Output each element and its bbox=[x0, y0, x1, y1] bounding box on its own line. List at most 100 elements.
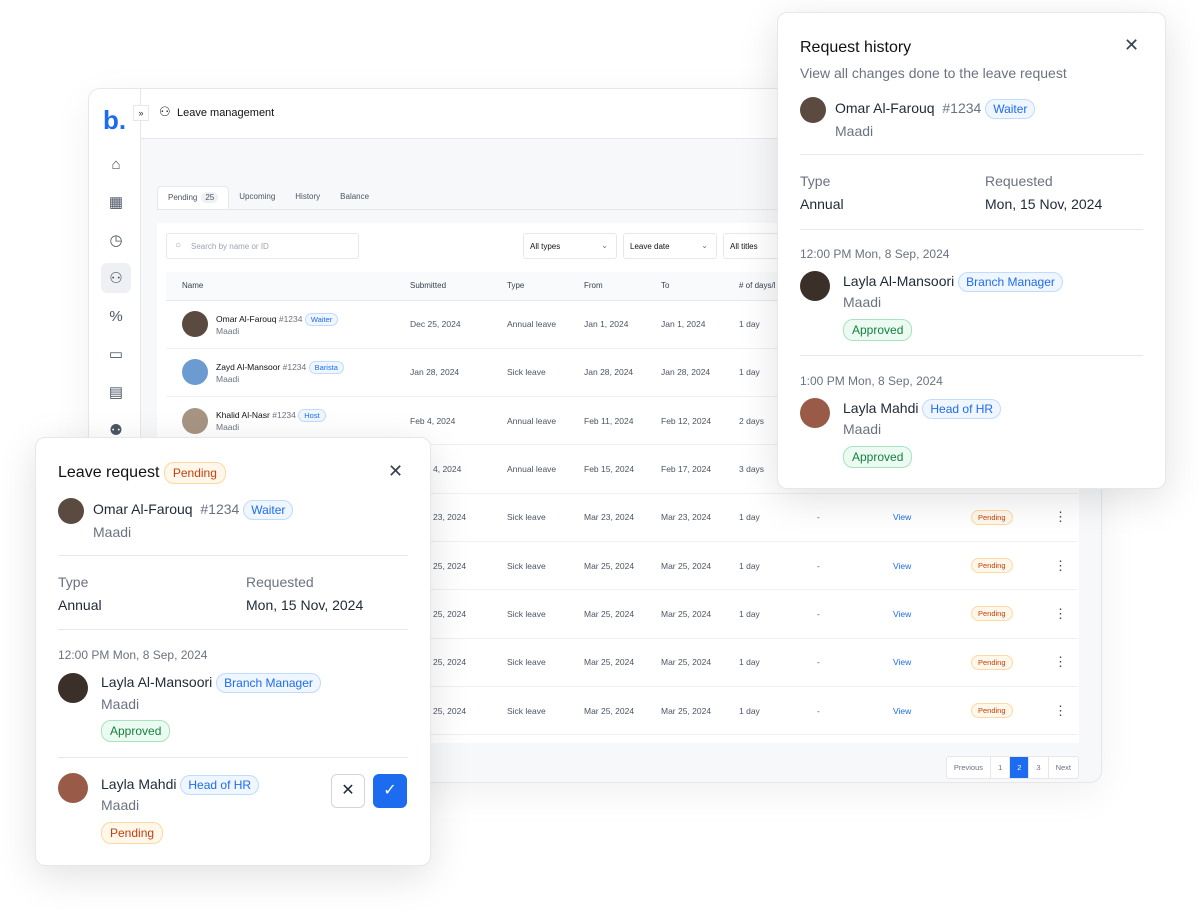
table-icon[interactable]: ▦ bbox=[108, 194, 124, 211]
more-options-icon[interactable]: ⋮ bbox=[1054, 541, 1078, 591]
event-time: 12:00 PM Mon, 8 Sep, 2024 bbox=[800, 247, 950, 261]
page-2[interactable]: 2 bbox=[1010, 757, 1030, 778]
cell-from: Mar 25, 2024 bbox=[584, 589, 661, 639]
status-badge: Pending bbox=[163, 462, 226, 484]
percent-icon[interactable]: % bbox=[109, 307, 123, 325]
cell-to: Feb 12, 2024 bbox=[661, 396, 739, 446]
previous-page[interactable]: Previous bbox=[947, 757, 992, 778]
users-icon[interactable]: ⚉ bbox=[109, 422, 123, 439]
requested-label: Requested bbox=[246, 574, 314, 590]
branch: Maadi bbox=[843, 421, 882, 437]
close-icon[interactable]: ✕ bbox=[388, 461, 404, 481]
avatar bbox=[58, 773, 88, 803]
cell-dash: - bbox=[817, 493, 893, 542]
view-link[interactable]: View bbox=[893, 560, 912, 571]
cell-days: 1 day bbox=[739, 541, 817, 591]
tab-balance[interactable]: Balance bbox=[340, 192, 370, 201]
cell-type: Sick leave bbox=[507, 493, 584, 542]
col-from: From bbox=[584, 272, 661, 301]
cell-type: Sick leave bbox=[507, 638, 584, 687]
approver-name: Layla Al-Mansoori bbox=[101, 674, 213, 690]
cell-name: Omar Al-Farouq #1234 Waiter Maadi bbox=[166, 300, 410, 349]
cell-days: 1 day bbox=[739, 638, 817, 687]
role-badge: Waiter bbox=[304, 312, 339, 326]
cell-from: Feb 15, 2024 bbox=[584, 444, 661, 494]
cell-from: Mar 25, 2024 bbox=[584, 541, 661, 591]
requested-label: Requested bbox=[985, 173, 1053, 189]
role-badge: Barista bbox=[308, 360, 344, 374]
more-options-icon[interactable]: ⋮ bbox=[1054, 589, 1078, 639]
more-options-icon[interactable]: ⋮ bbox=[1054, 638, 1078, 687]
branch: Maadi bbox=[93, 524, 132, 540]
avatar bbox=[800, 97, 826, 123]
user-plus-icon[interactable]: ⚇ bbox=[101, 263, 131, 293]
reject-button[interactable]: ✕ bbox=[331, 774, 365, 808]
cell-to: Feb 17, 2024 bbox=[661, 444, 739, 494]
clock-icon[interactable]: ◷ bbox=[109, 232, 123, 249]
cell-to: Jan 28, 2024 bbox=[661, 348, 739, 398]
cell-submitted: Dec 25, 2024 bbox=[410, 300, 507, 349]
role-badge: Branch Manager bbox=[216, 673, 321, 693]
close-icon[interactable]: ✕ bbox=[1124, 35, 1140, 55]
pending-badge: Pending bbox=[101, 822, 164, 844]
chevron-down-icon: ⌄ bbox=[601, 241, 608, 250]
type-label: Type bbox=[800, 173, 831, 189]
type-filter[interactable]: All types ⌄ bbox=[523, 233, 617, 259]
tab-history[interactable]: History bbox=[295, 192, 321, 201]
date-filter[interactable]: Leave date ⌄ bbox=[623, 233, 717, 259]
search-input[interactable]: ○ Search by name or ID bbox=[166, 233, 359, 259]
role-badge: Head of HR bbox=[180, 775, 260, 795]
cell-type: Sick leave bbox=[507, 686, 584, 736]
home-icon[interactable]: ⌂ bbox=[111, 155, 121, 173]
event-time: 1:00 PM Mon, 8 Sep, 2024 bbox=[800, 374, 943, 388]
cell-to: Mar 25, 2024 bbox=[661, 638, 739, 687]
status-badge: Pending bbox=[971, 703, 1013, 719]
avatar bbox=[182, 311, 208, 338]
branch: Maadi bbox=[835, 123, 874, 139]
role-badge: Waiter bbox=[985, 99, 1036, 119]
cell-to: Mar 25, 2024 bbox=[661, 686, 739, 736]
cell-dash: - bbox=[817, 589, 893, 639]
employee-name: Omar Al-Farouq bbox=[216, 313, 277, 324]
next-page[interactable]: Next bbox=[1055, 763, 1071, 772]
more-options-icon[interactable]: ⋮ bbox=[1054, 493, 1078, 542]
view-link[interactable]: View bbox=[893, 608, 912, 619]
tab-upcoming[interactable]: Upcoming bbox=[239, 192, 276, 201]
cell-submitted: Feb 4, 2024 bbox=[410, 396, 507, 446]
cell-from: Mar 25, 2024 bbox=[584, 686, 661, 736]
filter-label: Leave date bbox=[630, 242, 670, 251]
employee-name: Omar Al-Farouq bbox=[835, 100, 935, 116]
cell-to: Jan 1, 2024 bbox=[661, 300, 739, 349]
tab-label: Pending bbox=[168, 193, 198, 202]
expand-sidebar-button[interactable]: » bbox=[133, 105, 149, 121]
calendar-icon[interactable]: ▭ bbox=[108, 346, 124, 363]
status-badge: Pending bbox=[971, 606, 1013, 622]
cell-type: Annual leave bbox=[507, 396, 584, 446]
page-1[interactable]: 1 bbox=[991, 757, 1011, 778]
cell-dash: - bbox=[817, 686, 893, 736]
tab-pending[interactable]: Pending 25 bbox=[157, 186, 230, 209]
employee-id: #1234 bbox=[942, 100, 982, 116]
cell-from: Mar 23, 2024 bbox=[584, 493, 661, 542]
approver-name: Layla Mahdi bbox=[843, 400, 919, 416]
col-name: Name bbox=[166, 272, 410, 301]
employee-name: Zayd Al-Mansoor bbox=[216, 361, 281, 372]
approver-name: Layla Al-Mansoori bbox=[843, 273, 955, 289]
payroll-icon[interactable]: ▤ bbox=[108, 384, 124, 401]
filter-label: All titles bbox=[730, 242, 758, 251]
view-link[interactable]: View bbox=[893, 705, 912, 716]
view-link[interactable]: View bbox=[893, 657, 912, 668]
view-link[interactable]: View bbox=[893, 512, 912, 523]
branch: Maadi bbox=[216, 422, 240, 433]
role-badge: Head of HR bbox=[922, 399, 1002, 419]
employee-name: Omar Al-Farouq bbox=[93, 501, 193, 517]
role-badge: Branch Manager bbox=[958, 272, 1063, 292]
cell-type: Sick leave bbox=[507, 348, 584, 398]
avatar bbox=[800, 271, 830, 301]
cell-dash: - bbox=[817, 541, 893, 591]
approve-button[interactable]: ✓ bbox=[373, 774, 407, 808]
col-to: To bbox=[661, 272, 739, 301]
col-submitted: Submitted bbox=[410, 272, 507, 301]
more-options-icon[interactable]: ⋮ bbox=[1054, 686, 1078, 736]
page-3[interactable]: 3 bbox=[1029, 757, 1049, 778]
